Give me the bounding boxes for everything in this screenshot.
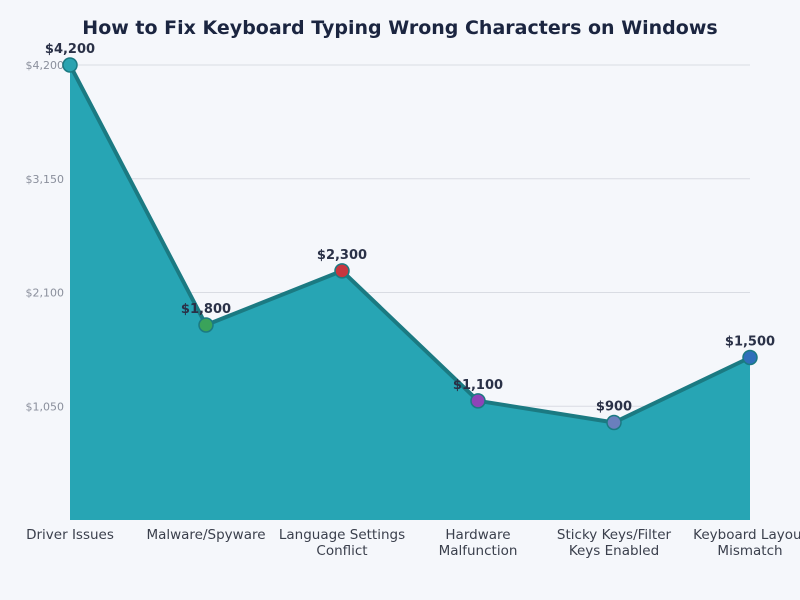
data-point[interactable]	[742, 349, 758, 366]
x-tick-label: Hardware	[445, 527, 510, 543]
y-tick-label: $3,150	[26, 173, 65, 186]
x-tick-label: Keyboard Layout	[693, 527, 800, 543]
data-point[interactable]	[198, 317, 214, 333]
data-label: $900	[596, 400, 632, 415]
y-tick-label: $1,050	[26, 400, 65, 413]
x-tick-label: Sticky Keys/Filter	[557, 527, 672, 543]
series-line	[68, 64, 751, 425]
data-label: $1,800	[181, 302, 231, 317]
data-point[interactable]	[334, 263, 350, 279]
x-tick-label: Driver Issues	[26, 527, 114, 543]
y-tick-label: $2,100	[26, 287, 65, 300]
area-fill	[70, 65, 750, 520]
data-point[interactable]	[606, 414, 622, 431]
data-label: $2,300	[317, 248, 367, 263]
x-tick-label: Malfunction	[439, 543, 518, 559]
data-label: $1,100	[453, 378, 503, 393]
y-tick-label: $4,200	[26, 59, 65, 72]
x-tick-label: Mismatch	[717, 543, 782, 559]
x-tick-label: Malware/Spyware	[146, 527, 265, 543]
data-point[interactable]	[470, 393, 486, 409]
x-tick-label: Keys Enabled	[569, 543, 659, 559]
x-tick-label: Conflict	[316, 543, 367, 559]
data-label: $1,500	[725, 335, 775, 350]
chart-title: How to Fix Keyboard Typing Wrong Charact…	[82, 17, 717, 39]
data-label: $4,200	[45, 42, 95, 57]
data-point[interactable]	[62, 57, 78, 73]
x-tick-label: Language Settings	[279, 527, 405, 543]
